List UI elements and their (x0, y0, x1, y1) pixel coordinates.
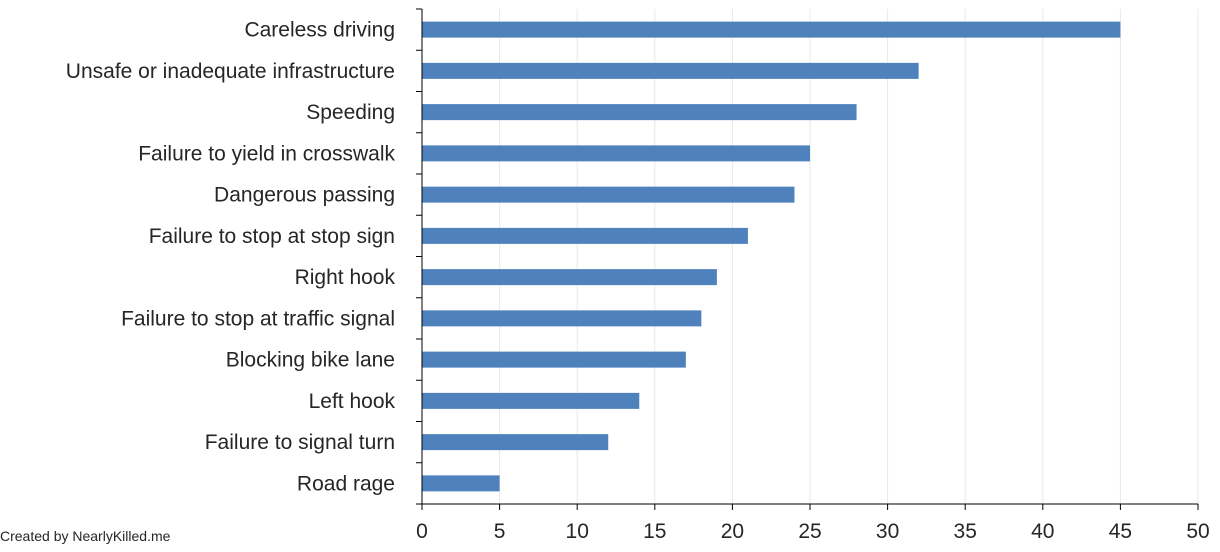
x-tick-label: 10 (566, 520, 589, 543)
category-label: Left hook (309, 390, 396, 413)
x-tick-label: 40 (1031, 520, 1054, 543)
category-label: Road rage (297, 472, 395, 495)
gridlines (499, 9, 1199, 504)
tick-labels: 0 5 10 15 20 25 30 35 40 45 50 (416, 520, 1210, 543)
x-tick-label: 45 (1109, 520, 1132, 543)
category-label: Failure to stop at traffic signal (121, 307, 395, 330)
category-labels: Careless driving Unsafe or inadequate inf… (66, 19, 396, 496)
credit-text: Created by NearlyKilled.me (0, 528, 171, 544)
axes (416, 8, 1199, 510)
x-tick-label: 50 (1186, 520, 1209, 543)
category-label: Blocking bike lane (226, 349, 395, 372)
category-label: Speeding (306, 101, 395, 124)
category-label: Careless driving (244, 19, 395, 42)
bar-unsafe-or-inadequate-infrastructure (422, 62, 919, 79)
bar-left-hook (422, 392, 640, 409)
bar-careless-driving (422, 21, 1121, 38)
category-label: Failure to signal turn (205, 431, 395, 454)
bar-speeding (422, 104, 857, 121)
bar-failure-to-stop-at-traffic-signal (422, 310, 702, 327)
bar-failure-to-signal-turn (422, 434, 609, 451)
x-tick-label: 30 (876, 520, 899, 543)
category-label: Right hook (295, 266, 396, 289)
x-tick-label: 0 (416, 520, 428, 543)
bar-failure-to-yield-in-crosswalk (422, 145, 810, 162)
x-tick-label: 35 (954, 520, 977, 543)
x-tick-label: 25 (798, 520, 821, 543)
category-label: Dangerous passing (214, 184, 395, 207)
category-label: Failure to yield in crosswalk (138, 142, 395, 165)
category-label: Failure to stop at stop sign (149, 225, 395, 248)
bars (422, 21, 1121, 492)
bar-failure-to-stop-at-stop-sign (422, 227, 748, 244)
bar-blocking-bike-lane (422, 351, 686, 368)
x-tick-label: 5 (494, 520, 506, 543)
bar-dangerous-passing (422, 186, 795, 203)
bar-road-rage (422, 475, 500, 492)
bar-right-hook (422, 269, 717, 286)
category-label: Unsafe or inadequate infrastructure (66, 60, 395, 83)
x-tick-label: 20 (721, 520, 744, 543)
x-tick-label: 15 (643, 520, 666, 543)
